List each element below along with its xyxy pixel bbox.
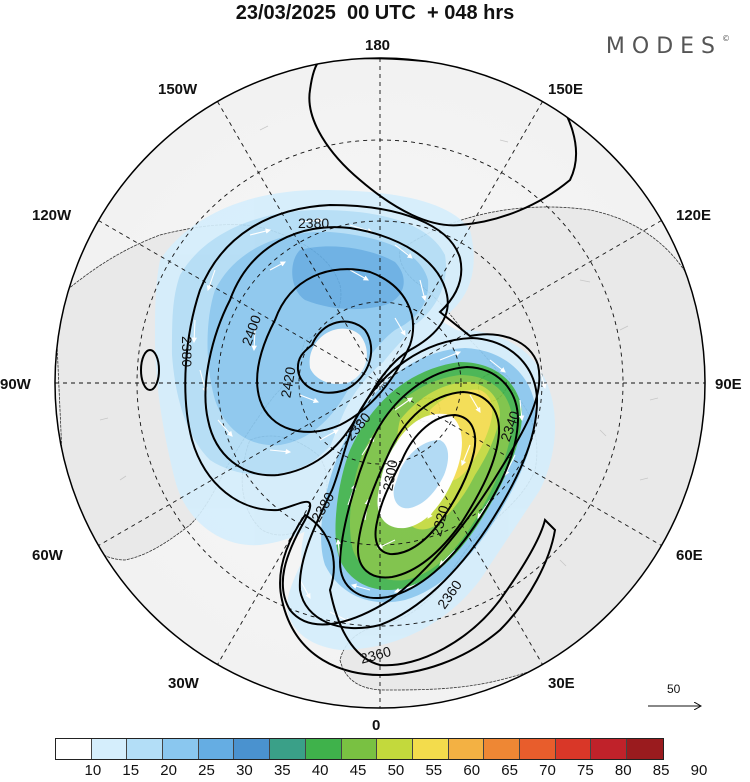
lon-label-60e: 60E: [676, 547, 703, 564]
colorbar-tick-label: 25: [198, 762, 215, 779]
contour-label: 2360: [358, 643, 392, 667]
height-contours: [140, 58, 577, 677]
colorbar-tick-label: 60: [463, 762, 481, 779]
lon-label-150e: 150E: [548, 81, 583, 98]
colorbar-tick-label: 80: [614, 762, 632, 779]
colorbar-swatch: [555, 739, 592, 759]
colorbar-swatch: [234, 739, 271, 759]
contour-2380-west: [204, 226, 449, 477]
colorbar-swatch: [591, 739, 627, 759]
colorbar-tick-label: 65: [501, 762, 518, 779]
lon-label-120w: 120W: [32, 207, 72, 224]
lon-label-90w: 90W: [0, 376, 32, 393]
colorbar-tick-label: 55: [425, 762, 443, 779]
contour-2340: [338, 365, 520, 599]
contour-label-group: 2380 2400 2420 2380 2380 2380 2340 2300 …: [179, 215, 523, 667]
colorbar-swatch: [377, 739, 413, 759]
colorbar-ticks: 10 15 20 25 30 35 40 45 50 55 60 65 70 75 80 85 90: [55, 762, 708, 782]
colorbar-tick-label: 40: [311, 762, 329, 779]
reference-vector-label: 50: [667, 682, 681, 696]
contour-label: 2300: [379, 458, 400, 492]
colorbar-swatch: [163, 739, 199, 759]
colorbar-swatch: [91, 739, 128, 759]
colorbar-swatch: [627, 739, 663, 759]
colorbar-swatch: [484, 739, 520, 759]
brand-text: MODES: [605, 34, 722, 59]
calm-core-west: [309, 328, 367, 385]
lon-label-30w: 30W: [168, 675, 200, 692]
polar-stereographic-map: 2380 2400 2420 2380 2380 2380 2340 2300 …: [0, 37, 742, 734]
graticule: [55, 58, 705, 708]
colorbar-swatch: [305, 739, 342, 759]
contour-2320: [356, 390, 501, 579]
colorbar-tick-label: 90: [690, 762, 708, 779]
contour-2360: [298, 336, 539, 630]
colorbar-tick-label: 30: [236, 762, 253, 779]
contour-2400: [256, 268, 415, 433]
colorbar-tick-label: 45: [349, 762, 367, 779]
reference-arrow-icon: [648, 682, 705, 718]
colorbar-tick-label: 35: [273, 762, 291, 779]
colorbar-tick-label: 50: [387, 762, 405, 779]
lon-label-30e: 30E: [548, 675, 575, 692]
contour-label: 2320: [428, 503, 452, 537]
contour-2300: [374, 413, 477, 556]
lon-label-90e: 90E: [715, 376, 742, 393]
contour-2380-outer: [184, 203, 541, 626]
map-boundary: [54, 57, 706, 709]
longitude-labels: 180 0 90W 90E 150W 150E 120W 120E 60W 60…: [0, 37, 742, 734]
lon-label-60w: 60W: [32, 547, 64, 564]
colorbar-swatch: [448, 739, 485, 759]
colorbar-tick-label: 70: [539, 762, 556, 779]
contour-2360-south: [279, 513, 557, 677]
colorbar-swatch: [519, 739, 556, 759]
colorbar-tick-label: 20: [160, 762, 177, 779]
colorbar-tick-label: 10: [84, 762, 102, 779]
lon-label-120e: 120E: [676, 207, 711, 224]
contour-label: 2420: [277, 365, 298, 399]
colorbar-tick-label: 15: [122, 762, 140, 779]
shade-25-core: [393, 440, 449, 509]
colorbar-tick-label: 75: [577, 762, 594, 779]
lon-label-180: 180: [365, 37, 390, 54]
map-title: 23/03/2025 00 UTC + 048 hrs: [235, 2, 515, 24]
colorbar-swatch: [341, 739, 378, 759]
colorbar: [55, 738, 664, 760]
colorbar-swatch: [56, 739, 92, 759]
colorbar-swatch: [270, 739, 306, 759]
lon-label-0: 0: [372, 717, 380, 734]
contour-label: 2380: [179, 336, 195, 367]
wind-vectors: [191, 217, 547, 623]
contour-small-low: [140, 349, 160, 391]
copyright-mark: ©: [722, 34, 730, 43]
reference-vector: 50: [645, 682, 705, 718]
map-layers: 2380 2400 2420 2380 2380 2380 2340 2300 …: [55, 58, 705, 708]
shade-30-west: [292, 246, 404, 310]
colorbar-swatch: [127, 739, 164, 759]
weak-wind-vectors: [99, 125, 659, 567]
colorbar-swatch: [412, 739, 449, 759]
lon-label-150w: 150W: [158, 81, 198, 98]
modes-logo: MODES©: [606, 34, 730, 59]
colorbar-swatch: [198, 739, 235, 759]
contour-label: 2380: [298, 215, 329, 231]
contour-2420: [296, 320, 373, 394]
colorbar-tick-label: 85: [652, 762, 670, 779]
